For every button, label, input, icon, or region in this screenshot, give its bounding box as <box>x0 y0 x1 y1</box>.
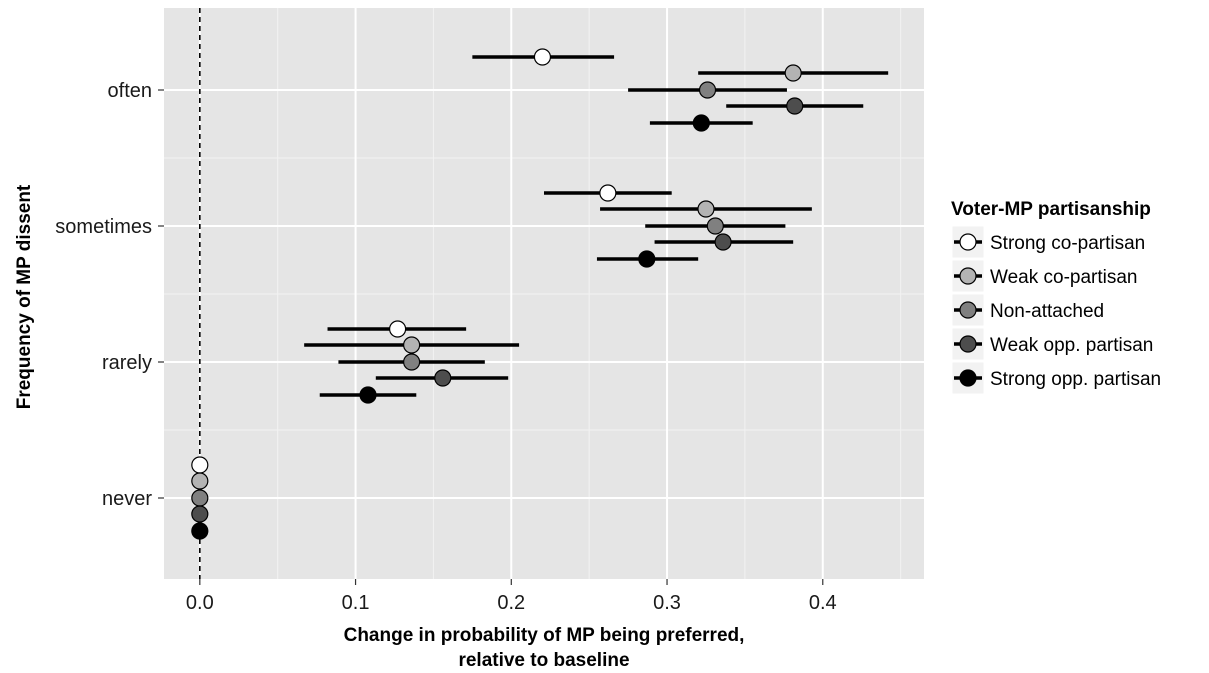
legend: Voter-MP partisanship Strong co-partisan… <box>951 199 1161 395</box>
legend-title: Voter-MP partisanship <box>951 199 1151 220</box>
x-axis-title-line1: Change in probability of MP being prefer… <box>344 625 745 646</box>
estimate-point <box>434 369 452 387</box>
estimate-point <box>786 97 804 115</box>
estimate-point <box>698 81 717 99</box>
estimate-point <box>638 250 656 268</box>
estimate-point <box>191 489 209 507</box>
legend-label: Weak co-partisan <box>990 267 1138 288</box>
y-tick-label: often <box>108 80 152 102</box>
y-axis-ticks: often sometimes rarely never <box>55 80 164 510</box>
estimate-point <box>714 233 732 251</box>
x-tick-label: 0.0 <box>186 592 214 614</box>
x-tick-label: 0.2 <box>497 592 525 614</box>
minor-gridlines <box>164 8 924 579</box>
x-tick-label: 0.1 <box>342 592 370 614</box>
estimate-point <box>692 114 710 132</box>
x-axis-title-line2: relative to baseline <box>458 650 629 671</box>
estimate-point <box>191 505 209 523</box>
estimate-point <box>533 48 552 66</box>
legend-label: Non-attached <box>990 301 1104 322</box>
legend-label: Strong opp. partisan <box>990 369 1161 390</box>
major-gridlines <box>164 8 924 579</box>
y-tick-label: never <box>102 488 152 510</box>
legend-label: Weak opp. partisan <box>990 335 1153 356</box>
legend-label: Strong co-partisan <box>990 233 1145 254</box>
estimate-point <box>706 217 724 235</box>
estimate-point <box>784 64 802 82</box>
estimate-point <box>403 353 421 371</box>
estimate-point <box>389 320 407 338</box>
estimate-point <box>191 456 209 474</box>
y-tick-label: rarely <box>102 352 152 374</box>
data-marks <box>191 48 889 540</box>
estimate-point <box>403 336 421 354</box>
estimate-point <box>359 386 377 404</box>
estimate-point <box>191 522 209 540</box>
y-tick-label: sometimes <box>55 216 152 238</box>
estimate-point <box>191 472 209 490</box>
x-axis-ticks: 0.0 0.1 0.2 0.3 0.4 <box>186 579 837 614</box>
x-tick-label: 0.4 <box>809 592 837 614</box>
estimate-point <box>697 200 715 218</box>
legend-key-point <box>959 233 977 251</box>
legend-key-point <box>959 301 977 319</box>
legend-key-point <box>959 369 977 387</box>
legend-key-point <box>959 335 977 353</box>
estimate-point <box>599 184 617 202</box>
legend-key-point <box>959 267 977 285</box>
y-axis-title: Frequency of MP dissent <box>14 184 35 409</box>
x-tick-label: 0.3 <box>653 592 681 614</box>
